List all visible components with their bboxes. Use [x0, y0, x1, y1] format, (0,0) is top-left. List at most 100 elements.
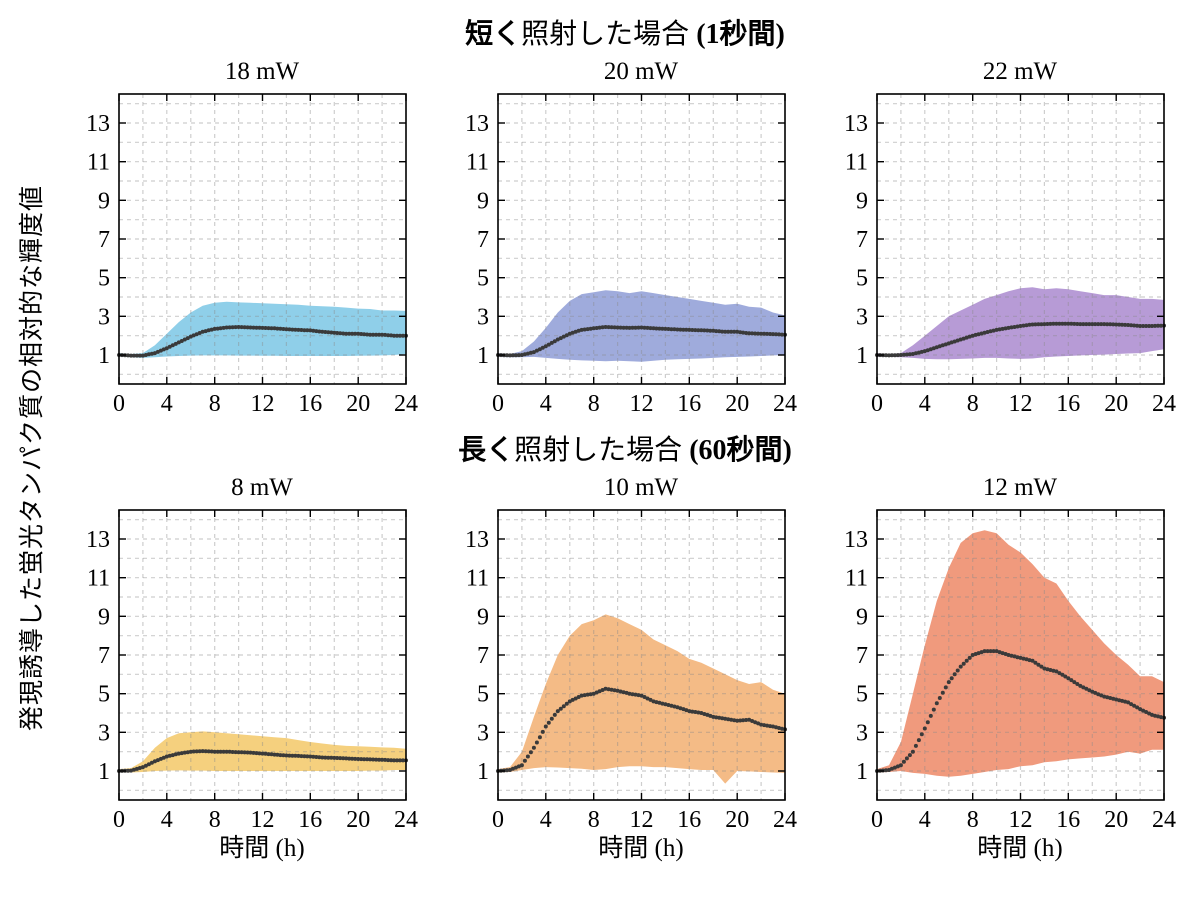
- row-title-normal: 照射した場合: [521, 19, 697, 50]
- svg-text:20: 20: [725, 807, 749, 833]
- row-title-bold-prefix: 長く: [458, 435, 515, 466]
- svg-text:13: 13: [86, 111, 110, 137]
- row-title-long-irradiation: 長く照射した場合 (60秒間): [62, 430, 1188, 472]
- svg-text:5: 5: [477, 266, 489, 292]
- svg-text:9: 9: [856, 604, 868, 630]
- svg-text:7: 7: [98, 643, 110, 669]
- charts-row-bottom: 8 mW 0 4 8 12 16 20 24 1 3 5 7 9 11 13 時間 (h) 10 mW 0…: [62, 472, 1188, 870]
- svg-text:4: 4: [918, 391, 930, 417]
- svg-text:5: 5: [98, 266, 110, 292]
- row-title-bold-prefix: 短く: [465, 19, 522, 50]
- svg-text:8: 8: [966, 391, 978, 417]
- svg-text:0: 0: [871, 807, 883, 833]
- svg-text:8: 8: [208, 807, 220, 833]
- svg-text:12: 12: [250, 391, 274, 417]
- row-title-short-irradiation: 短く照射した場合 (1秒間): [62, 14, 1188, 56]
- svg-text:13: 13: [844, 111, 868, 137]
- svg-text:12: 12: [250, 807, 274, 833]
- svg-text:0: 0: [113, 807, 125, 833]
- svg-text:1: 1: [477, 343, 489, 369]
- svg-text:16: 16: [677, 391, 701, 417]
- subplot-title-10mw: 10 mW: [603, 474, 679, 501]
- row-title-bold-suffix: (1秒間): [696, 19, 785, 50]
- subplot-cell-12mw: 12 mW 0 4 8 12 16 20 24 1 3 5 7 9 11 13 時間 (h): [827, 472, 1182, 870]
- x-axis-label: 時間 (h): [977, 835, 1063, 862]
- charts-row-top: 18 mW 0 4 8 12 16 20 24 1 3 5 7 9 11 13 20 mW 0 4 8 12 16…: [62, 56, 1188, 418]
- svg-text:20: 20: [1104, 807, 1128, 833]
- svg-text:11: 11: [86, 150, 109, 176]
- svg-text:7: 7: [477, 227, 489, 253]
- svg-text:20: 20: [346, 391, 370, 417]
- svg-text:13: 13: [844, 527, 868, 553]
- x-axis-label: 時間 (h): [598, 835, 684, 862]
- svg-text:5: 5: [856, 682, 868, 708]
- subplot-title-12mw: 12 mW: [982, 474, 1058, 501]
- svg-text:7: 7: [856, 643, 868, 669]
- svg-text:24: 24: [773, 391, 797, 417]
- svg-text:13: 13: [86, 527, 110, 553]
- svg-text:11: 11: [465, 150, 488, 176]
- subplot-title-20mw: 20 mW: [603, 58, 679, 85]
- svg-text:11: 11: [86, 566, 109, 592]
- svg-text:0: 0: [492, 807, 504, 833]
- svg-text:20: 20: [725, 391, 749, 417]
- svg-text:7: 7: [856, 227, 868, 253]
- svg-text:1: 1: [856, 343, 868, 369]
- svg-text:24: 24: [1152, 807, 1176, 833]
- svg-text:9: 9: [477, 188, 489, 214]
- subplot-cell-20mw: 20 mW 0 4 8 12 16 20 24 1 3 5 7 9 11 13: [448, 56, 803, 418]
- svg-text:3: 3: [477, 720, 489, 746]
- svg-text:9: 9: [98, 188, 110, 214]
- svg-text:5: 5: [477, 682, 489, 708]
- svg-text:12: 12: [629, 807, 653, 833]
- svg-text:3: 3: [477, 304, 489, 330]
- x-axis-label: 時間 (h): [219, 835, 305, 862]
- svg-text:13: 13: [465, 111, 489, 137]
- svg-text:1: 1: [98, 759, 110, 785]
- svg-text:7: 7: [98, 227, 110, 253]
- svg-text:24: 24: [394, 391, 418, 417]
- subplot-title-22mw: 22 mW: [982, 58, 1058, 85]
- svg-text:8: 8: [208, 391, 220, 417]
- svg-text:8: 8: [587, 807, 599, 833]
- svg-text:8: 8: [966, 807, 978, 833]
- svg-text:4: 4: [918, 807, 930, 833]
- subplot-title-8mw: 8 mW: [231, 474, 293, 501]
- row-title-bold-suffix: (60秒間): [689, 435, 792, 466]
- subplot-cell-22mw: 22 mW 0 4 8 12 16 20 24 1 3 5 7 9 11 13: [827, 56, 1182, 418]
- svg-text:3: 3: [98, 720, 110, 746]
- svg-text:12: 12: [629, 391, 653, 417]
- svg-text:9: 9: [98, 604, 110, 630]
- svg-text:4: 4: [160, 391, 172, 417]
- svg-text:12: 12: [1008, 807, 1032, 833]
- svg-text:3: 3: [98, 304, 110, 330]
- svg-text:4: 4: [160, 807, 172, 833]
- svg-text:0: 0: [113, 391, 125, 417]
- svg-text:9: 9: [856, 188, 868, 214]
- y-axis-label: 発現誘導した蛍光タンパク質の相対的な輝度値: [19, 184, 46, 732]
- svg-text:7: 7: [477, 643, 489, 669]
- svg-text:16: 16: [677, 807, 701, 833]
- svg-text:0: 0: [871, 391, 883, 417]
- svg-text:0: 0: [492, 391, 504, 417]
- row-title-normal: 照射した場合: [514, 435, 690, 466]
- svg-text:13: 13: [465, 527, 489, 553]
- svg-text:12: 12: [1008, 391, 1032, 417]
- svg-text:24: 24: [773, 807, 797, 833]
- svg-text:16: 16: [298, 807, 322, 833]
- svg-text:5: 5: [98, 682, 110, 708]
- svg-text:3: 3: [856, 304, 868, 330]
- svg-text:24: 24: [1152, 391, 1176, 417]
- svg-text:1: 1: [856, 759, 868, 785]
- charts-area: 短く照射した場合 (1秒間) 18 mW 0 4 8 12 16 20 24 1 3 5 7 9 11 1…: [62, 0, 1188, 870]
- svg-text:24: 24: [394, 807, 418, 833]
- svg-text:20: 20: [346, 807, 370, 833]
- svg-text:4: 4: [539, 807, 551, 833]
